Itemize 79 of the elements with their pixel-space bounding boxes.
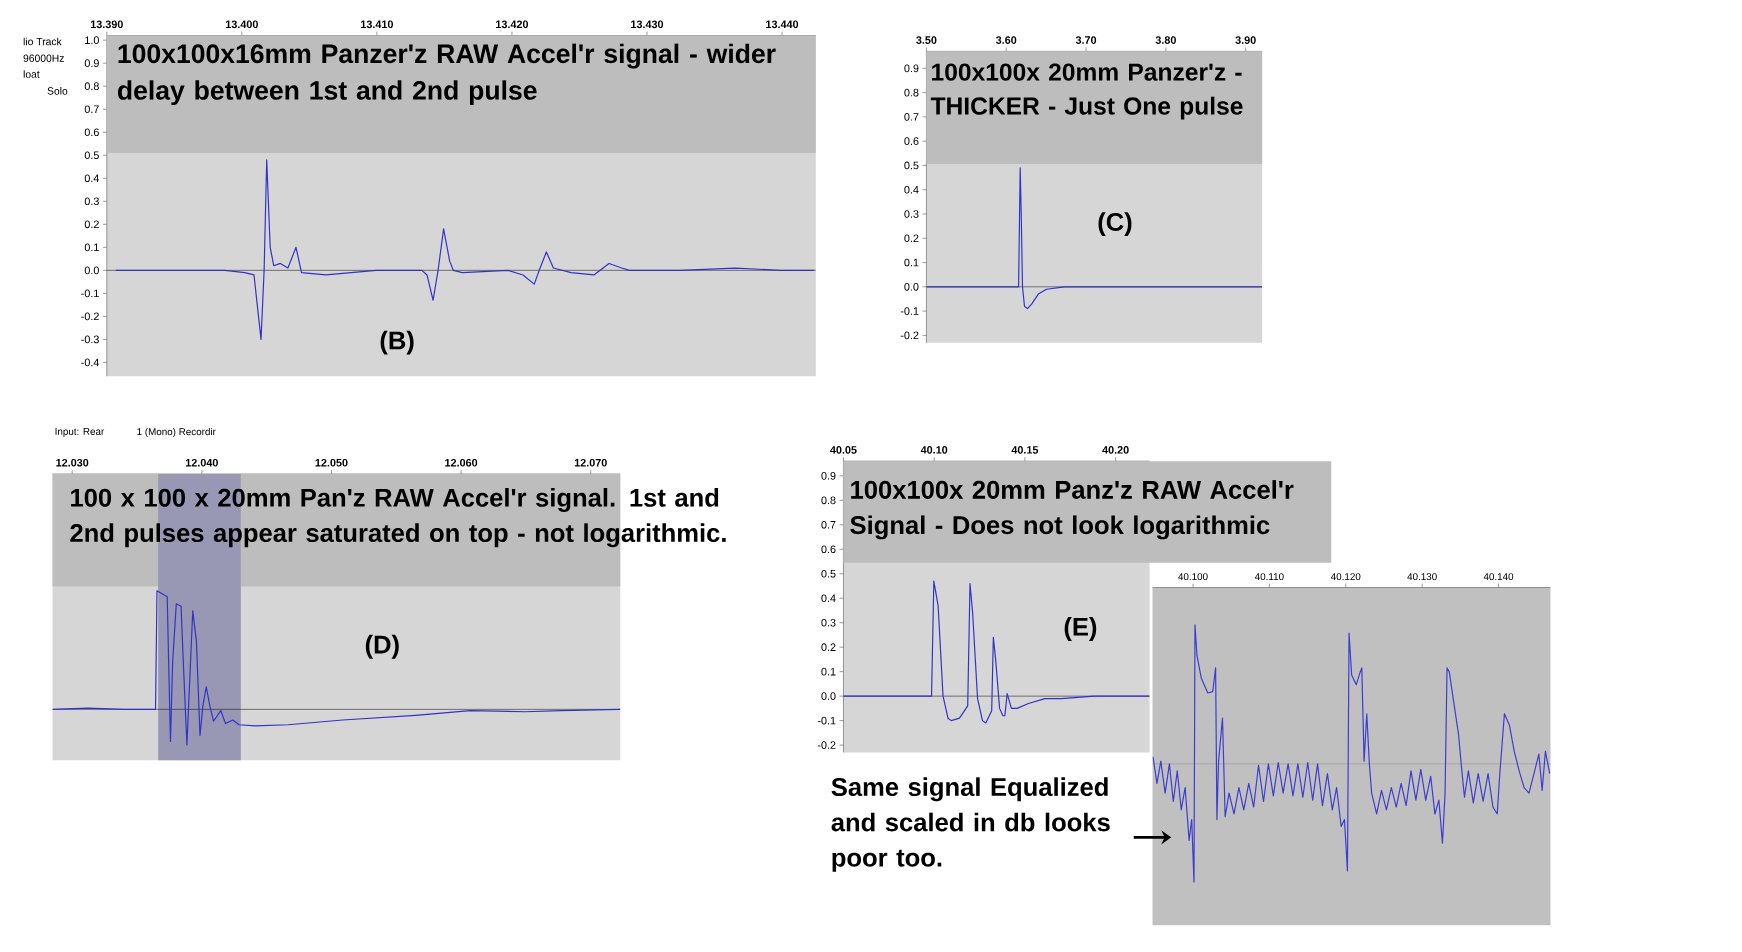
y-tick-label: 0.4 bbox=[821, 594, 836, 603]
x-tick-label: 40.110 bbox=[1254, 573, 1284, 581]
text: 96000Hz bbox=[23, 54, 64, 62]
y-tick-label: 0.8 bbox=[821, 496, 836, 505]
x-tick-label: 3.60 bbox=[995, 36, 1017, 44]
x-tick-label: 13.440 bbox=[766, 20, 799, 29]
y-tick-label: 0.8 bbox=[904, 88, 919, 97]
text: 100x100x 20mm Panzer'z - THICKER - Just One pulse bbox=[930, 63, 1243, 120]
y-tick-label: 0.3 bbox=[904, 210, 919, 218]
y-tick-label: 0.1 bbox=[84, 243, 99, 252]
x-tick-label: 13.410 bbox=[361, 20, 393, 29]
y-tick-label: 0.6 bbox=[84, 128, 99, 137]
x-tick-label: 40.20 bbox=[1102, 446, 1129, 454]
y-tick-label: 0.6 bbox=[904, 137, 919, 146]
y-tick-label: 0.7 bbox=[84, 105, 99, 114]
x-tick-label: 40.10 bbox=[920, 446, 948, 454]
y-tick-label: -0.1 bbox=[900, 307, 919, 315]
y-tick-label: -0.3 bbox=[81, 335, 99, 344]
y-tick-label: 0.0 bbox=[84, 266, 99, 275]
x-tick-label: 40.130 bbox=[1407, 573, 1437, 581]
y-tick-label: 0.2 bbox=[84, 220, 99, 229]
y-tick-label: 0.6 bbox=[821, 545, 836, 554]
x-tick-label: 40.120 bbox=[1330, 573, 1361, 581]
x-tick-label: 13.390 bbox=[90, 20, 123, 29]
text: lio Track bbox=[23, 37, 62, 46]
y-tick-label: -0.1 bbox=[81, 289, 99, 298]
x-tick-label: 12.050 bbox=[315, 458, 348, 467]
x-tick-label: 3.90 bbox=[1235, 36, 1256, 44]
x-tick-label: 13.420 bbox=[496, 20, 529, 29]
y-tick-label: 0.2 bbox=[904, 234, 919, 243]
y-tick-label: 0.4 bbox=[84, 174, 100, 183]
y-tick-label: 0.3 bbox=[821, 618, 836, 627]
x-tick-label: 12.060 bbox=[445, 458, 478, 467]
y-tick-label: 0.9 bbox=[821, 472, 836, 480]
text: 100x100x16mm Panzer'z RAW Accel'r signal - wider delay between 1st and 2nd pulse bbox=[117, 43, 776, 106]
x-tick-label: 12.070 bbox=[574, 458, 607, 467]
x-tick-label: 40.100 bbox=[1178, 573, 1208, 581]
y-tick-label: -0.4 bbox=[81, 358, 100, 367]
y-tick-label: 0.2 bbox=[821, 643, 836, 652]
x-tick-label: 13.400 bbox=[225, 20, 258, 29]
y-tick-label: 0.7 bbox=[904, 113, 919, 121]
y-tick-label: 0.3 bbox=[84, 197, 99, 206]
text: 1 (Mono) Recordir bbox=[137, 427, 216, 438]
x-tick-label: 12.030 bbox=[56, 458, 89, 467]
y-tick-label: 0.0 bbox=[904, 283, 919, 291]
text: loat bbox=[23, 70, 40, 78]
annotation: (C) bbox=[1098, 212, 1132, 237]
x-tick-label: 12.040 bbox=[185, 458, 218, 467]
y-tick-label: 0.5 bbox=[84, 151, 99, 160]
x-tick-label: 3.70 bbox=[1075, 36, 1097, 44]
x-tick-label: 13.430 bbox=[631, 20, 664, 29]
y-tick-label: 0.5 bbox=[904, 161, 919, 170]
y-tick-label: 0.9 bbox=[84, 59, 99, 68]
y-tick-label: 0.4 bbox=[904, 185, 919, 194]
annotation: (D) bbox=[365, 634, 399, 659]
text: Same signal Equalized and scaled in db looks poor too. bbox=[831, 777, 1110, 872]
y-tick-label: 0.7 bbox=[821, 521, 836, 529]
chart-title: 100 x 100 x 20mm Pan'z RAW Accel'r signal. 1st and 2nd pulses appear saturated on top - not logarithmic. bbox=[70, 488, 726, 548]
y-tick-label: 0.8 bbox=[84, 82, 99, 91]
x-tick-label: 40.05 bbox=[830, 446, 857, 454]
text: Input: Rear bbox=[55, 428, 105, 437]
annotation: (B) bbox=[380, 330, 414, 355]
y-tick-label: 1.0 bbox=[85, 36, 99, 45]
x-tick-label: 40.15 bbox=[1011, 446, 1039, 454]
y-tick-label: -0.2 bbox=[817, 741, 836, 749]
text: Solo bbox=[47, 87, 68, 95]
y-tick-label: 0.1 bbox=[821, 667, 836, 676]
x-tick-label: 3.80 bbox=[1155, 36, 1176, 44]
y-tick-label: -0.2 bbox=[900, 331, 919, 340]
y-tick-label: 0.5 bbox=[821, 569, 836, 578]
x-tick-label: 40.140 bbox=[1483, 573, 1514, 581]
annotation: (E) bbox=[1064, 617, 1097, 641]
y-tick-label: -0.1 bbox=[817, 716, 836, 725]
y-tick-label: 0.9 bbox=[904, 64, 919, 73]
x-tick-label: 3.50 bbox=[916, 36, 937, 44]
y-tick-label: 0.0 bbox=[821, 692, 836, 701]
y-tick-label: 0.1 bbox=[904, 258, 919, 267]
y-tick-label: -0.2 bbox=[81, 312, 99, 321]
text: 100x100x 20mm Panz'z RAW Accel'r Signal - Does not look logarithmic bbox=[850, 480, 1294, 540]
